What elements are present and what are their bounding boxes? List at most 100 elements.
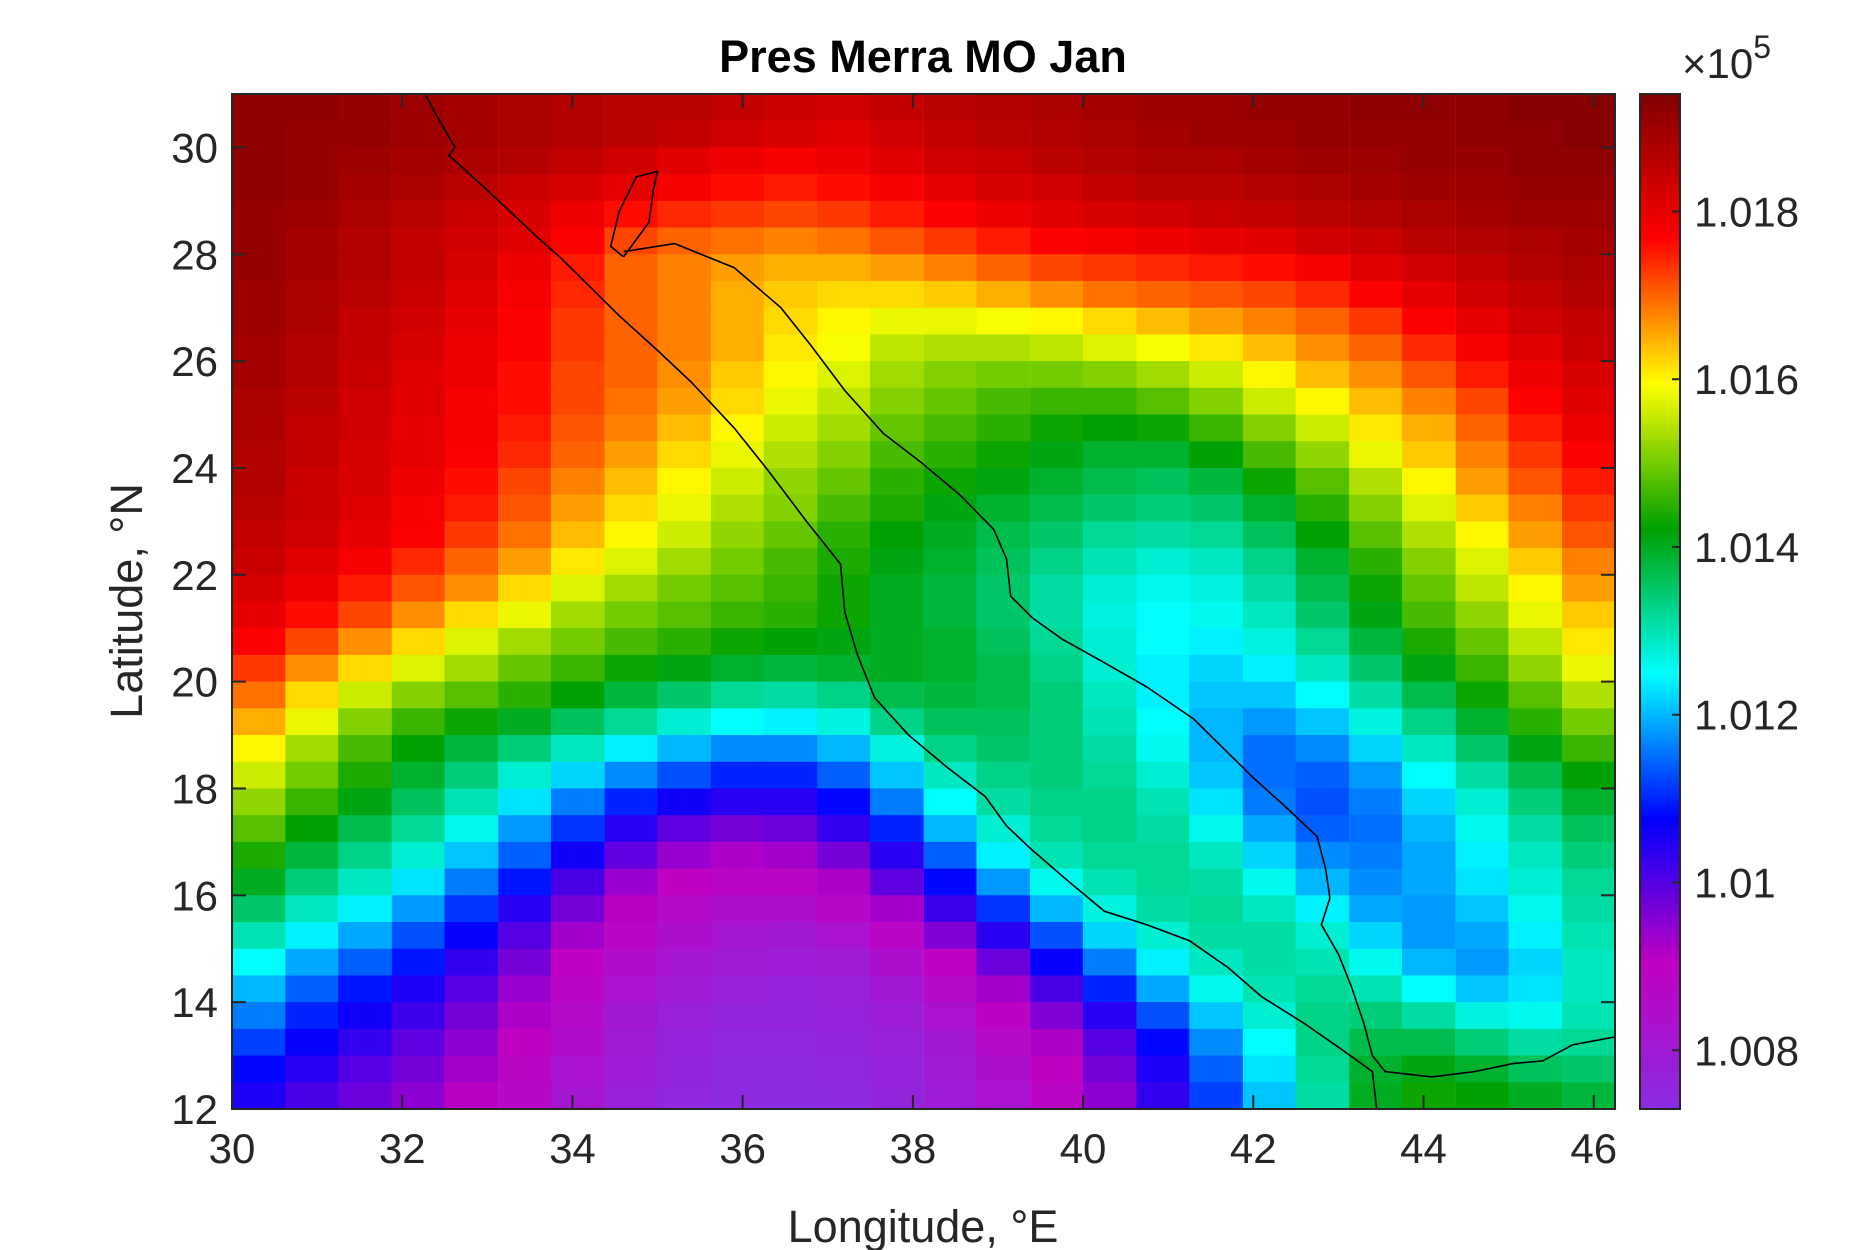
heatmap-cell bbox=[1136, 735, 1191, 763]
heatmap-cell bbox=[1082, 1082, 1137, 1109]
heatmap-cell bbox=[1242, 948, 1297, 977]
x-tick-label: 40 bbox=[1060, 1125, 1107, 1172]
heatmap-cell bbox=[285, 1002, 340, 1030]
heatmap-cell bbox=[1136, 548, 1191, 576]
heatmap-cell bbox=[604, 1055, 659, 1083]
heatmap-cell bbox=[1455, 574, 1510, 603]
heatmap-cell bbox=[710, 654, 765, 683]
heatmap-cell bbox=[1136, 494, 1191, 522]
heatmap-cell bbox=[1242, 200, 1297, 229]
heatmap-cell bbox=[338, 735, 392, 763]
heatmap-cell bbox=[870, 601, 924, 629]
heatmap-cell bbox=[976, 975, 1031, 1003]
heatmap-cell bbox=[1562, 227, 1615, 255]
heatmap-cell bbox=[763, 174, 818, 202]
y-tick-label: 30 bbox=[171, 124, 218, 171]
heatmap-cell bbox=[1402, 841, 1456, 870]
heatmap-cell bbox=[923, 521, 978, 549]
heatmap-cell bbox=[763, 467, 818, 496]
heatmap-cell bbox=[550, 361, 605, 389]
heatmap-cell bbox=[391, 147, 446, 175]
colorbar-tick-label: 1.014 bbox=[1694, 524, 1799, 571]
heatmap-cell bbox=[391, 414, 446, 442]
heatmap-cell bbox=[391, 948, 446, 977]
heatmap-cell bbox=[763, 307, 818, 335]
x-tick-label: 30 bbox=[209, 1125, 256, 1172]
heatmap-cell bbox=[1136, 441, 1191, 469]
heatmap-cell bbox=[1030, 788, 1084, 816]
heatmap-cell bbox=[338, 895, 392, 923]
heatmap-cell bbox=[1136, 1082, 1191, 1109]
heatmap-cell bbox=[870, 174, 924, 202]
x-axis-label: Longitude, °E bbox=[788, 1201, 1059, 1250]
heatmap-cell bbox=[1030, 254, 1084, 282]
heatmap-cell bbox=[1349, 334, 1404, 362]
heatmap-cell bbox=[338, 761, 392, 790]
heatmap-cell bbox=[391, 467, 446, 496]
heatmap-cell bbox=[1455, 601, 1510, 629]
heatmap-cell bbox=[285, 815, 340, 843]
heatmap-cell bbox=[923, 681, 978, 709]
heatmap-cell bbox=[1295, 227, 1350, 255]
heatmap-cell bbox=[1562, 895, 1615, 923]
heatmap-cell bbox=[1402, 788, 1456, 816]
heatmap-cell bbox=[817, 815, 872, 843]
heatmap-cell bbox=[338, 708, 392, 736]
heatmap-cell bbox=[498, 788, 552, 816]
heatmap-cell bbox=[1030, 227, 1084, 255]
heatmap-cell bbox=[1030, 975, 1084, 1003]
heatmap-cell bbox=[817, 467, 872, 496]
heatmap-cell bbox=[232, 708, 286, 736]
heatmap-cell bbox=[550, 574, 605, 603]
heatmap-cell bbox=[870, 361, 924, 389]
heatmap-cell bbox=[1295, 868, 1350, 896]
heatmap-cell bbox=[1136, 868, 1191, 896]
heatmap-cell bbox=[1455, 895, 1510, 923]
heatmap-cell bbox=[1030, 307, 1084, 335]
heatmap-cell bbox=[338, 334, 392, 362]
heatmap-cell bbox=[657, 494, 712, 522]
heatmap-cell bbox=[1295, 94, 1350, 122]
heatmap-cell bbox=[976, 1002, 1031, 1030]
heatmap-cell bbox=[1402, 521, 1456, 549]
heatmap-cell bbox=[604, 654, 659, 683]
heatmap-cell bbox=[498, 948, 552, 977]
heatmap-cell bbox=[870, 868, 924, 896]
heatmap-cell bbox=[1349, 307, 1404, 335]
heatmap-cell bbox=[338, 467, 392, 496]
heatmap-cell bbox=[1082, 1002, 1137, 1030]
heatmap-cell bbox=[1030, 280, 1084, 309]
heatmap-cell bbox=[1189, 815, 1244, 843]
heatmap-cell bbox=[923, 94, 978, 122]
heatmap-cell bbox=[763, 895, 818, 923]
heatmap-cell bbox=[1082, 387, 1137, 416]
heatmap-cell bbox=[338, 654, 392, 683]
heatmap-cell bbox=[1189, 1055, 1244, 1083]
heatmap-cell bbox=[657, 227, 712, 255]
heatmap-cell bbox=[763, 948, 818, 977]
heatmap-cell bbox=[976, 147, 1031, 175]
heatmap-cell bbox=[710, 681, 765, 709]
heatmap-cell bbox=[923, 494, 978, 522]
heatmap-cell bbox=[976, 708, 1031, 736]
heatmap-cell bbox=[232, 628, 286, 656]
heatmap-cell bbox=[1082, 174, 1137, 202]
heatmap-cell bbox=[923, 868, 978, 896]
heatmap-cell bbox=[1082, 94, 1137, 122]
heatmap-cell bbox=[657, 280, 712, 309]
heatmap-cell bbox=[1242, 708, 1297, 736]
heatmap-cell bbox=[817, 1002, 872, 1030]
heatmap-cell bbox=[1562, 1082, 1615, 1109]
heatmap-cell bbox=[923, 147, 978, 175]
heatmap-cell bbox=[1562, 307, 1615, 335]
heatmap-cell bbox=[817, 681, 872, 709]
heatmap-cell bbox=[1455, 841, 1510, 870]
heatmap-cell bbox=[1242, 414, 1297, 442]
heatmap-cell bbox=[1455, 494, 1510, 522]
heatmap-cell bbox=[710, 147, 765, 175]
heatmap-cell bbox=[870, 548, 924, 576]
heatmap-cell bbox=[1295, 1082, 1350, 1109]
heatmap-cell bbox=[1189, 868, 1244, 896]
heatmap-cell bbox=[550, 815, 605, 843]
heatmap-cell bbox=[444, 361, 499, 389]
